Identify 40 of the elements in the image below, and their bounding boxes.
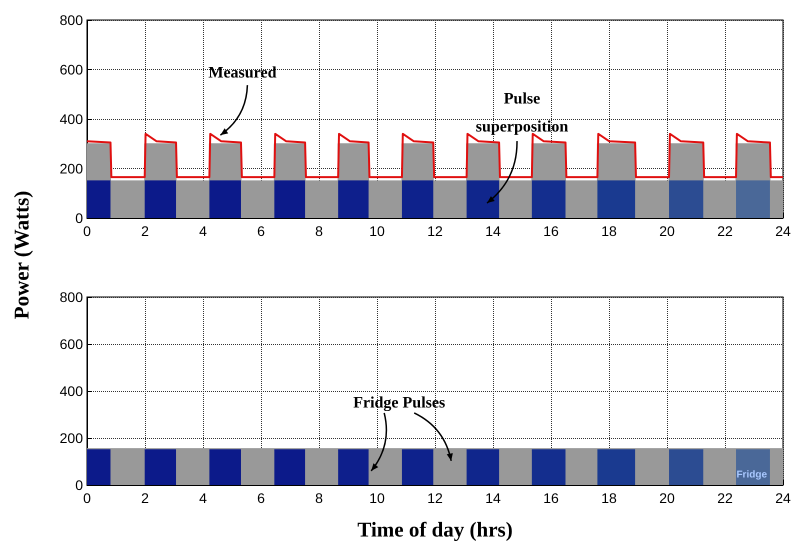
x-tick-label: 6: [257, 223, 266, 239]
y-tick-label: 400: [60, 111, 84, 127]
y-tick-label: 600: [60, 336, 84, 352]
y-tick-label: 200: [60, 160, 84, 176]
x-tick-label: 24: [775, 490, 791, 506]
x-tick-label: 2: [141, 223, 150, 239]
annotation: Measured: [208, 64, 277, 82]
x-tick-label: 8: [315, 223, 324, 239]
x-tick-label: 22: [717, 223, 733, 239]
annotation: Pulse superposition: [476, 90, 568, 136]
x-tick-label: 24: [775, 223, 791, 239]
x-tick-label: 10: [369, 490, 385, 506]
x-tick-label: 10: [369, 223, 385, 239]
annotation: Fridge: [736, 470, 768, 480]
x-tick-label: 16: [543, 490, 559, 506]
x-tick-label: 22: [717, 490, 733, 506]
x-tick-label: 14: [485, 223, 501, 239]
x-tick-label: 4: [199, 223, 208, 239]
x-tick-label: 12: [427, 490, 443, 506]
x-tick-label: 8: [315, 490, 324, 506]
x-tick-label: 18: [601, 490, 617, 506]
x-axis-title: Time of day (hrs): [357, 518, 513, 542]
x-tick-label: 18: [601, 223, 617, 239]
y-tick-label: 600: [60, 62, 84, 78]
y-tick-label: 800: [60, 289, 84, 305]
y-tick-label: 0: [75, 477, 84, 493]
y-axis-title: Power (Watts): [10, 190, 34, 320]
x-tick-label: 12: [427, 223, 443, 239]
x-tick-label: 20: [659, 223, 675, 239]
y-tick-label: 0: [75, 210, 84, 226]
y-tick-label: 400: [60, 383, 84, 399]
x-tick-label: 2: [141, 490, 150, 506]
annotation: Fridge Pulses: [353, 394, 446, 412]
x-tick-label: 16: [543, 223, 559, 239]
x-tick-label: 6: [257, 490, 266, 506]
x-tick-label: 4: [199, 490, 208, 506]
x-tick-label: 20: [659, 490, 675, 506]
y-tick-label: 800: [60, 12, 84, 28]
y-tick-label: 200: [60, 430, 84, 446]
x-tick-label: 14: [485, 490, 501, 506]
